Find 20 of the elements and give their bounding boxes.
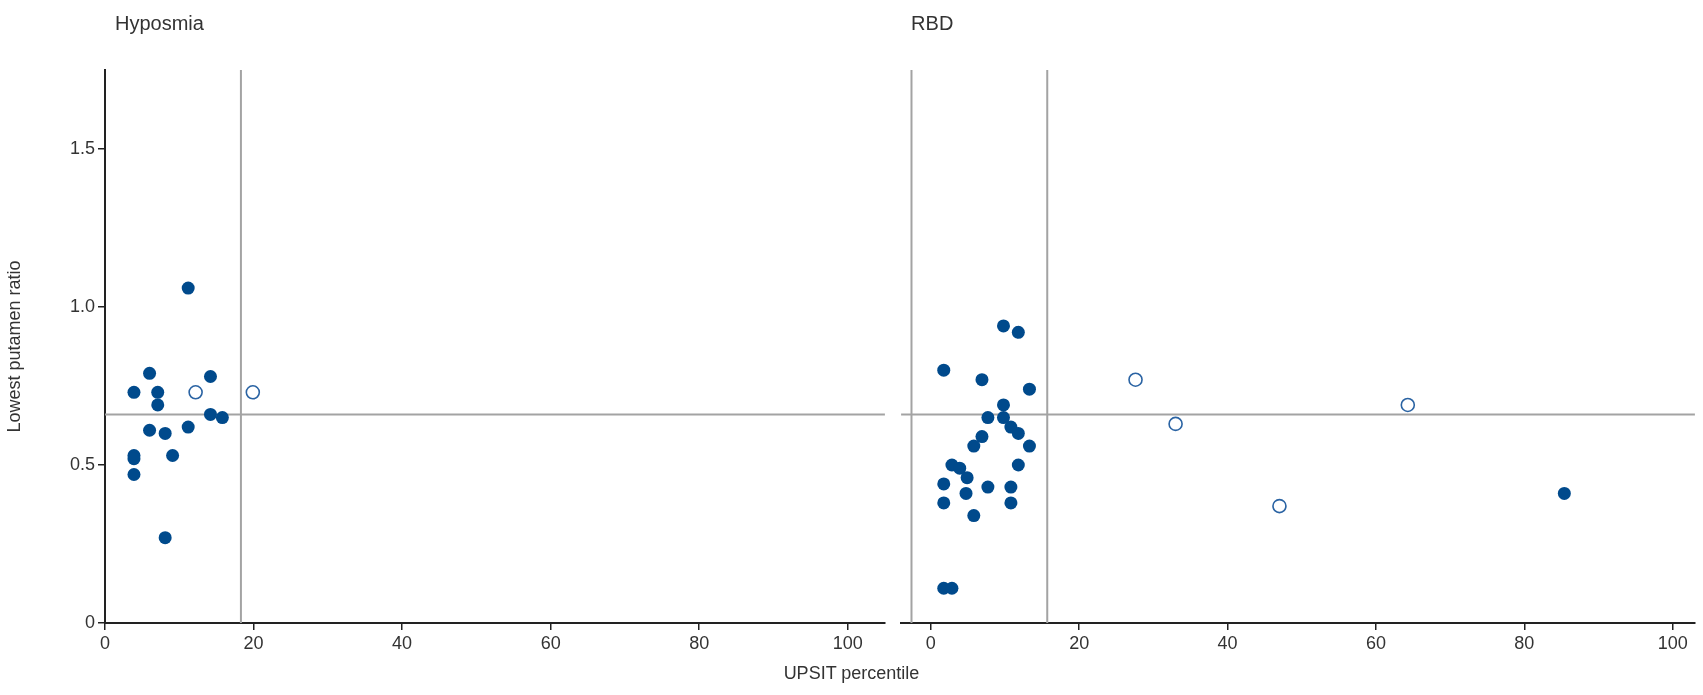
x-tick-label: 0 (925, 632, 936, 653)
x-tick-label: 40 (392, 632, 413, 653)
x-tick-label: 40 (1217, 632, 1238, 653)
y-tick-label: 0 (84, 611, 95, 632)
chart-title: RBD (911, 11, 954, 34)
x-tick-label: 100 (1657, 632, 1688, 653)
x-tick-label: 100 (832, 632, 863, 653)
chart-title: Hyposmia (115, 11, 205, 34)
y-tick-label: 1.0 (69, 295, 95, 316)
x-tick-label: 80 (1514, 632, 1535, 653)
x-tick-label: 20 (243, 632, 264, 653)
x-axis-title: UPSIT percentile (782, 663, 921, 684)
x-tick-label: 0 (99, 632, 111, 653)
x-tick-label: 60 (1365, 632, 1386, 653)
y-tick-label: 0.5 (69, 453, 95, 474)
x-tick-label: 60 (540, 632, 561, 653)
y-tick-label: 1.5 (69, 137, 95, 158)
x-tick-label: 80 (689, 632, 710, 653)
y-axis-title: Lowest putamen ratio (3, 260, 24, 433)
x-tick-label: 20 (1069, 632, 1090, 653)
